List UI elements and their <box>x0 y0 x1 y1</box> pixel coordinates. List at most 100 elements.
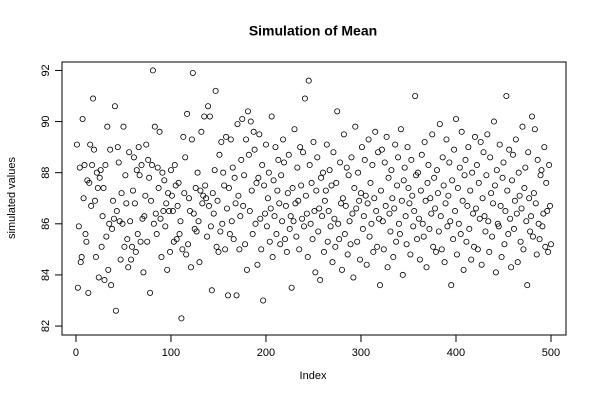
point <box>462 156 469 163</box>
point <box>219 220 226 227</box>
point <box>425 162 432 169</box>
point <box>296 246 303 253</box>
point <box>126 149 133 156</box>
point <box>180 133 187 140</box>
point <box>236 246 243 253</box>
point <box>148 197 155 204</box>
point <box>547 202 554 209</box>
point <box>354 238 361 245</box>
x-tick-label: 300 <box>352 347 370 359</box>
point <box>136 172 143 179</box>
point <box>221 182 228 189</box>
point <box>197 187 204 194</box>
point <box>89 162 96 169</box>
point <box>426 225 433 232</box>
point <box>343 164 350 171</box>
point <box>520 246 527 253</box>
point <box>123 200 130 207</box>
point <box>267 205 274 212</box>
point <box>301 95 308 102</box>
point <box>270 177 277 184</box>
point <box>405 185 412 192</box>
point <box>293 233 300 240</box>
point <box>466 225 473 232</box>
point <box>328 182 335 189</box>
point <box>416 256 423 263</box>
point <box>297 144 304 151</box>
point <box>253 179 260 186</box>
point <box>392 141 399 148</box>
point <box>228 218 235 225</box>
x-axis-title: Index <box>300 370 327 382</box>
point <box>237 213 244 220</box>
point <box>391 205 398 212</box>
point <box>135 144 142 151</box>
point <box>360 213 367 220</box>
point <box>125 264 132 271</box>
point <box>122 172 129 179</box>
point <box>147 289 154 296</box>
point <box>168 192 175 199</box>
point <box>430 243 437 250</box>
point <box>356 197 363 204</box>
point <box>479 195 486 202</box>
point <box>546 162 553 169</box>
point <box>317 277 324 284</box>
point <box>244 108 251 115</box>
point <box>490 200 497 207</box>
point <box>361 156 368 163</box>
y-tick-label: 88 <box>40 167 52 179</box>
point <box>115 159 122 166</box>
point <box>81 162 88 169</box>
point <box>457 231 464 238</box>
point <box>407 251 414 258</box>
point <box>80 195 87 202</box>
point <box>158 254 165 261</box>
point <box>225 185 232 192</box>
point <box>395 220 402 227</box>
point <box>185 241 192 248</box>
point <box>331 215 338 222</box>
point <box>326 167 333 174</box>
point <box>128 256 135 263</box>
point <box>483 172 490 179</box>
point <box>389 195 396 202</box>
point <box>184 110 191 117</box>
point <box>432 205 439 212</box>
point <box>300 149 307 156</box>
point <box>254 261 261 268</box>
point <box>400 177 407 184</box>
point <box>349 210 356 217</box>
point <box>344 251 351 258</box>
point <box>533 251 540 258</box>
point <box>281 236 288 243</box>
point <box>336 236 343 243</box>
point <box>162 223 169 230</box>
point <box>220 169 227 176</box>
point <box>379 218 386 225</box>
point <box>410 223 417 230</box>
point <box>280 136 287 143</box>
point <box>111 103 118 110</box>
point <box>428 210 435 217</box>
point <box>358 144 365 151</box>
point <box>214 197 221 204</box>
point <box>193 228 200 235</box>
point <box>386 210 393 217</box>
point <box>454 185 461 192</box>
y-axis-title: simulated values <box>6 157 18 239</box>
point <box>245 151 252 158</box>
point <box>351 185 358 192</box>
point <box>327 223 334 230</box>
point <box>224 205 231 212</box>
point <box>439 154 446 161</box>
point <box>94 185 101 192</box>
point <box>334 108 341 115</box>
point <box>369 162 376 169</box>
point <box>199 200 206 207</box>
point <box>97 167 104 174</box>
point <box>348 154 355 161</box>
point <box>302 192 309 199</box>
point <box>171 162 178 169</box>
x-tick-label: 200 <box>257 347 275 359</box>
